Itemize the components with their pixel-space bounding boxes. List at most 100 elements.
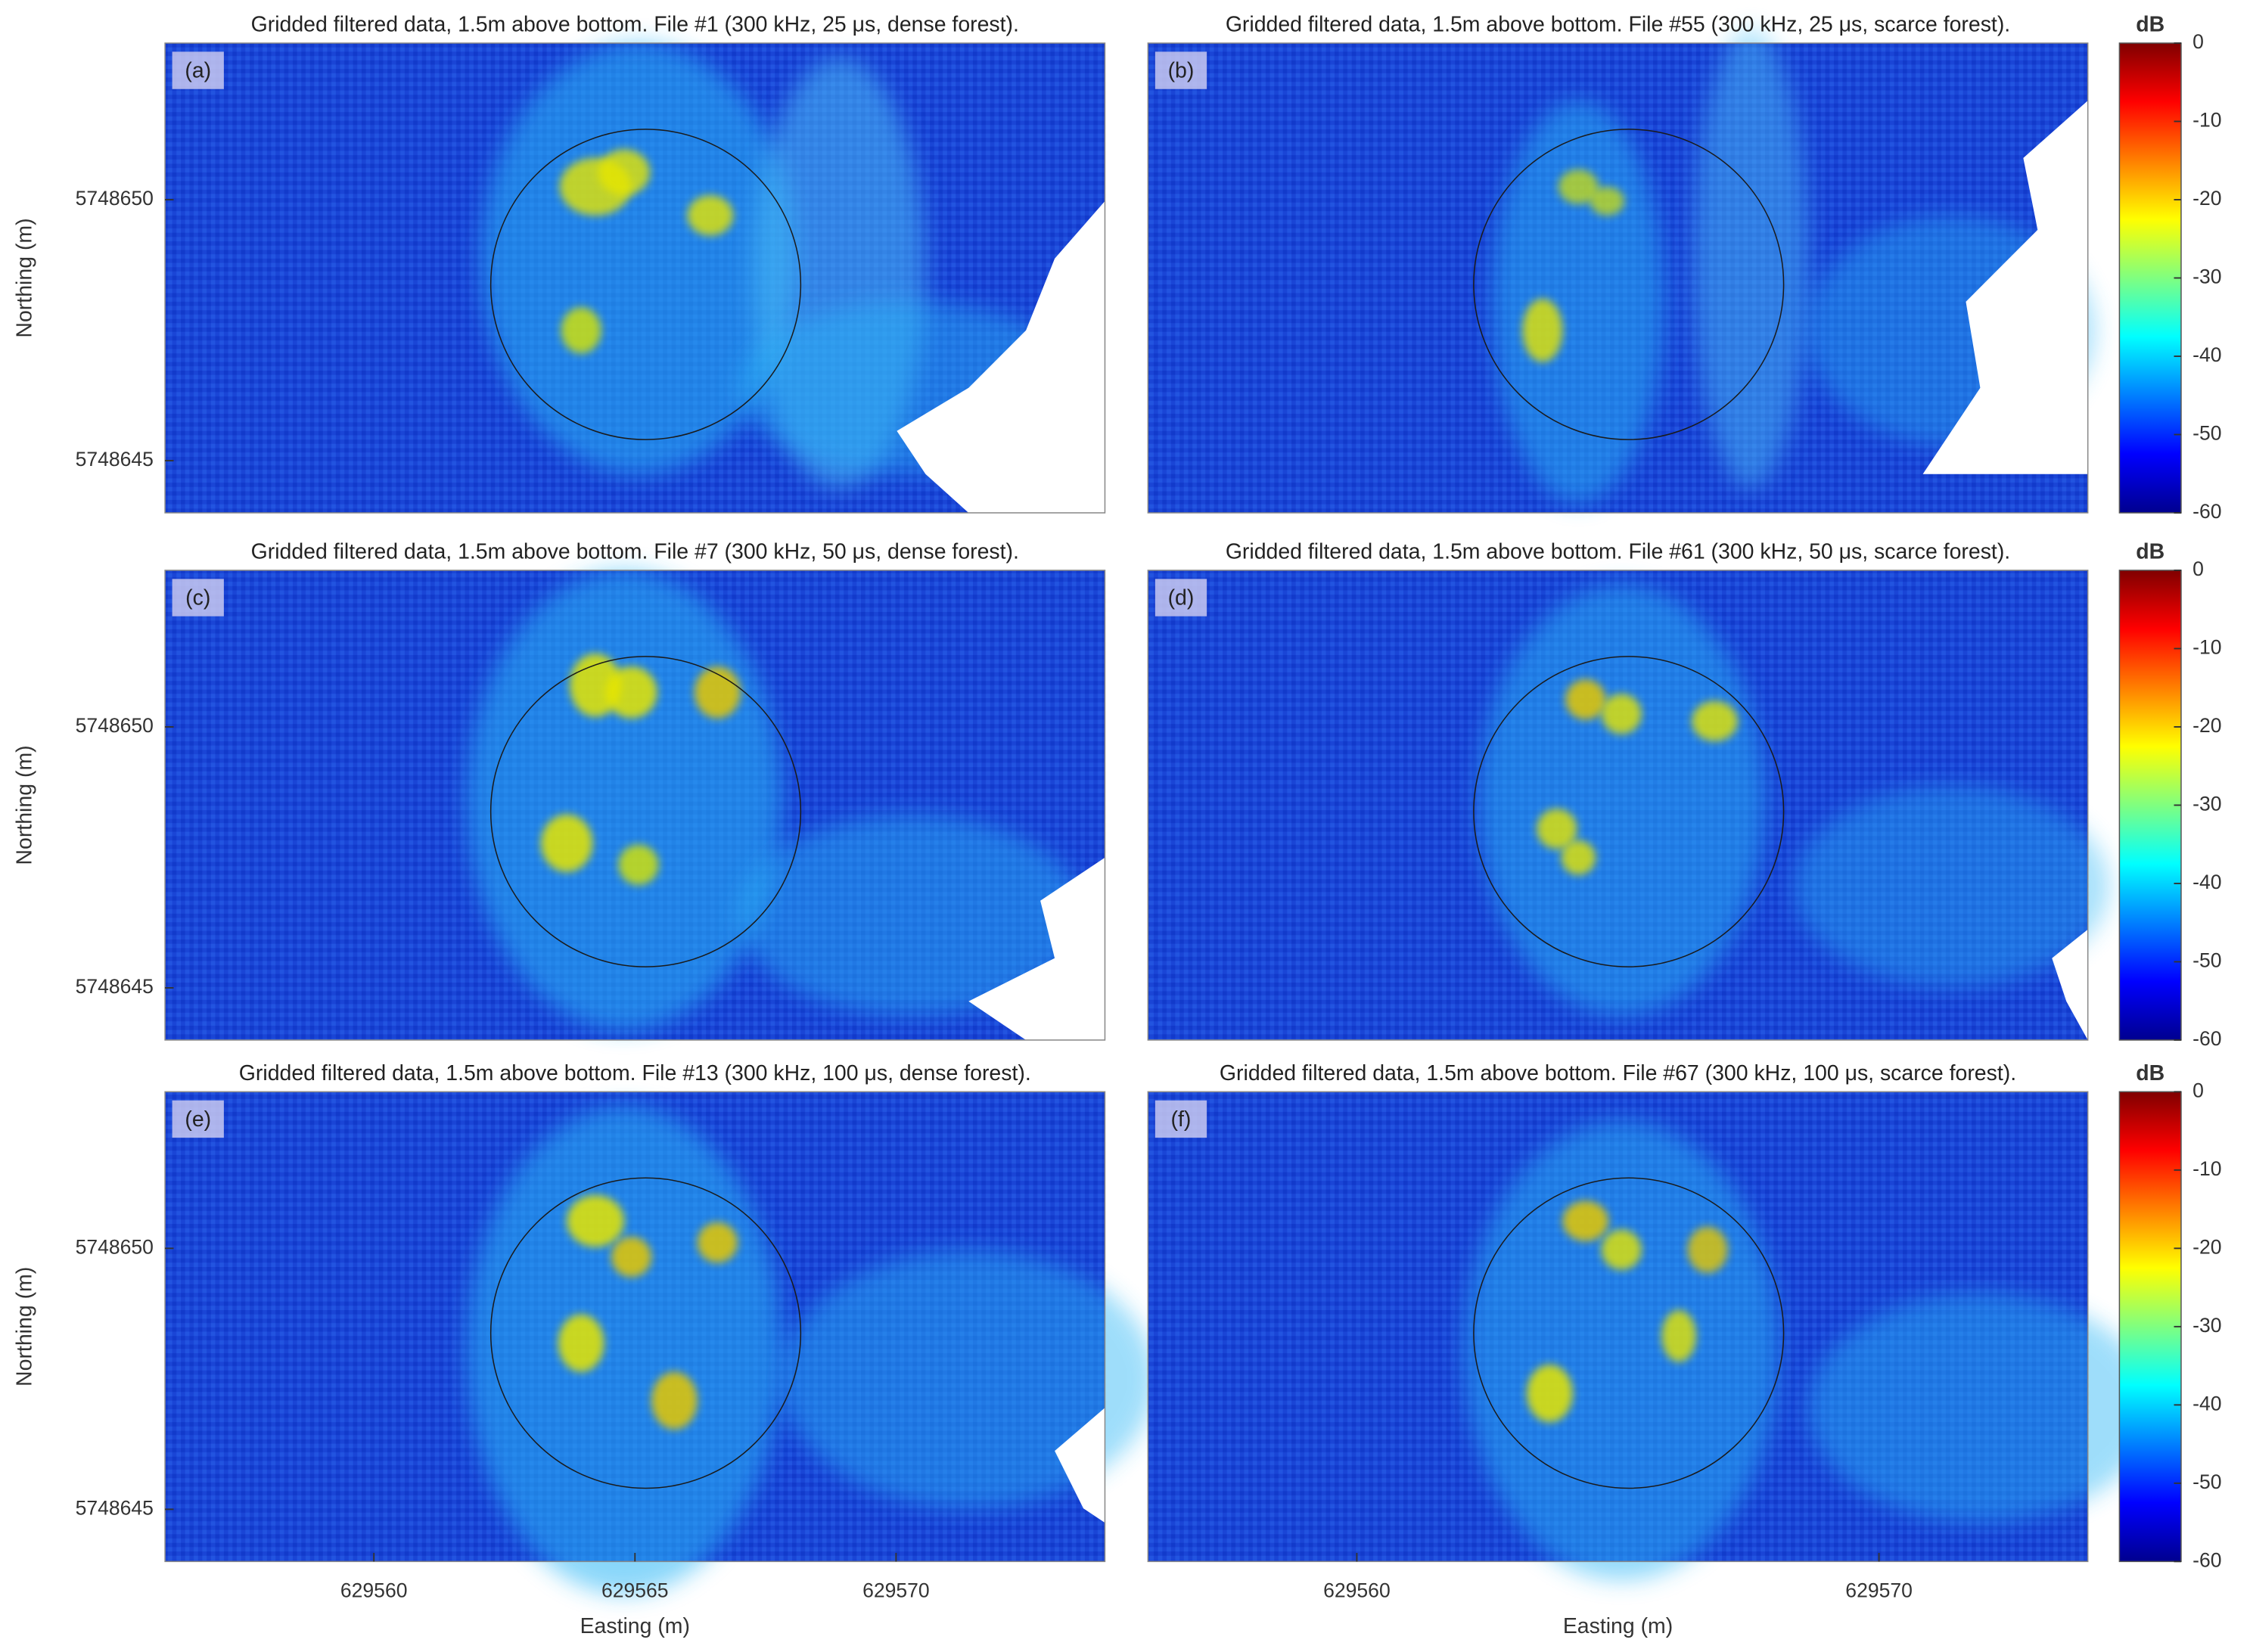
x-tick-label: 629570 (862, 1579, 930, 1601)
echo-region (1492, 100, 1665, 503)
echo-region (1661, 1310, 1696, 1362)
y-axis-label: Northing (m) (13, 745, 37, 865)
y-tick-label: 5748650 (76, 1235, 154, 1258)
echo-region (1562, 1200, 1609, 1241)
echo-region (738, 814, 1083, 1016)
colorbar-label: dB (2136, 13, 2165, 37)
y-axis-label: Northing (m) (13, 218, 37, 337)
target-circle (1473, 656, 1785, 967)
no-data-region (897, 200, 1105, 513)
target-circle (1473, 129, 1785, 440)
panel (1147, 28, 2096, 514)
y-axis-label: Northing (m) (13, 1267, 37, 1386)
panel (1147, 570, 2110, 1041)
no-data-region (2052, 929, 2088, 1040)
x-tick-label: 629560 (1323, 1579, 1391, 1601)
no-data-region (1922, 100, 2088, 474)
colorbar-tick-label: -20 (2193, 187, 2221, 210)
axes-frame (1147, 42, 2089, 514)
echo-region (694, 666, 741, 719)
echo-region (1793, 785, 2110, 987)
colorbar-tick-label: -40 (2193, 1392, 2221, 1414)
colorbar-tick-label: 0 (2193, 30, 2204, 53)
panel-label-box (172, 1100, 224, 1138)
colorbar-tick-label: -60 (2193, 1027, 2221, 1050)
x-tick-label: 629565 (601, 1579, 669, 1601)
colorbar-tick-label: -20 (2193, 714, 2221, 737)
echo-region (598, 149, 651, 196)
y-tick-label: 5748645 (76, 448, 154, 470)
panel-label-box (1155, 579, 1207, 616)
echo-region (1478, 584, 1765, 1016)
colorbar-tick-label: -40 (2193, 343, 2221, 366)
x-axis-label: Easting (m) (580, 1614, 690, 1638)
panel-label: (d) (1168, 585, 1195, 610)
panel-label-box (1155, 51, 1207, 89)
colorbar (2118, 570, 2182, 1041)
panel-title: Gridded filtered data, 1.5m above bottom… (1226, 13, 2010, 37)
colorbar-tick-label: -30 (2193, 1314, 2221, 1337)
panel (1147, 1091, 2153, 1581)
panel-label: (f) (1171, 1107, 1192, 1132)
x-tick-label: 629570 (1845, 1579, 1913, 1601)
panel-label: (a) (185, 58, 211, 82)
axes-frame (164, 42, 1106, 514)
panel (164, 570, 1106, 1041)
colorbar-tick-label: -50 (2193, 421, 2221, 444)
colorbar-tick-label: 0 (2193, 557, 2204, 580)
y-tick-label: 5748650 (76, 714, 154, 737)
echo-region (1590, 186, 1625, 216)
echo-region (541, 814, 593, 872)
panel-label-box (1155, 1100, 1207, 1138)
target-circle (489, 129, 802, 440)
panel-title: Gridded filtered data, 1.5m above bottom… (1220, 1061, 2016, 1085)
axes-frame (1147, 570, 2089, 1041)
echo-region (1463, 1120, 1779, 1581)
colorbar-tick-label: -60 (2193, 500, 2221, 523)
colorbar-tick-label: -10 (2193, 635, 2221, 658)
y-tick-label: 5748645 (76, 1496, 154, 1519)
echo-region (782, 1250, 1155, 1509)
echo-region (1601, 1229, 1642, 1270)
echo-region (480, 42, 797, 474)
panel-title: Gridded filtered data, 1.5m above bottom… (251, 540, 1019, 564)
colorbar-label: dB (2136, 540, 2165, 564)
echo-region (1687, 1226, 1728, 1273)
axes-frame (164, 570, 1106, 1041)
target-circle (489, 656, 802, 967)
echo-region (561, 307, 601, 354)
colorbar-label: dB (2136, 1061, 2165, 1085)
axes-frame (1147, 1091, 2089, 1563)
no-data-region (968, 857, 1105, 1040)
y-tick-label: 5748645 (76, 975, 154, 998)
panel-label: (c) (185, 585, 210, 610)
colorbar-tick-label: -30 (2193, 792, 2221, 815)
panel-title: Gridded filtered data, 1.5m above bottom… (239, 1061, 1031, 1085)
echo-region (611, 1237, 652, 1278)
echo-region (1558, 169, 1599, 204)
panel-label: (b) (1168, 58, 1195, 82)
panel-title: Gridded filtered data, 1.5m above bottom… (251, 13, 1019, 37)
no-data-region (1055, 1408, 1105, 1523)
target-circle (1473, 1177, 1785, 1489)
panel-label-box (172, 51, 224, 89)
echo-region (1693, 28, 1808, 489)
echo-region (605, 666, 657, 719)
echo-region (1561, 840, 1596, 875)
echo-region (1807, 1293, 2153, 1523)
colorbar (2118, 42, 2182, 514)
colorbar-tick-label: -20 (2193, 1235, 2221, 1258)
y-tick-label: 5748650 (76, 187, 154, 210)
echo-region (651, 1371, 698, 1430)
x-axis-label: Easting (m) (1563, 1614, 1673, 1638)
panel-label: (e) (185, 1107, 211, 1132)
echo-region (697, 1222, 738, 1263)
colorbar (2118, 1091, 2182, 1563)
echo-region (567, 1195, 625, 1247)
colorbar-tick-label: -50 (2193, 1470, 2221, 1493)
echo-region (1527, 1365, 1573, 1423)
x-tick-label: 629560 (340, 1579, 408, 1601)
colorbar-tick-label: -10 (2193, 1157, 2221, 1180)
panel-title: Gridded filtered data, 1.5m above bottom… (1226, 540, 2010, 564)
